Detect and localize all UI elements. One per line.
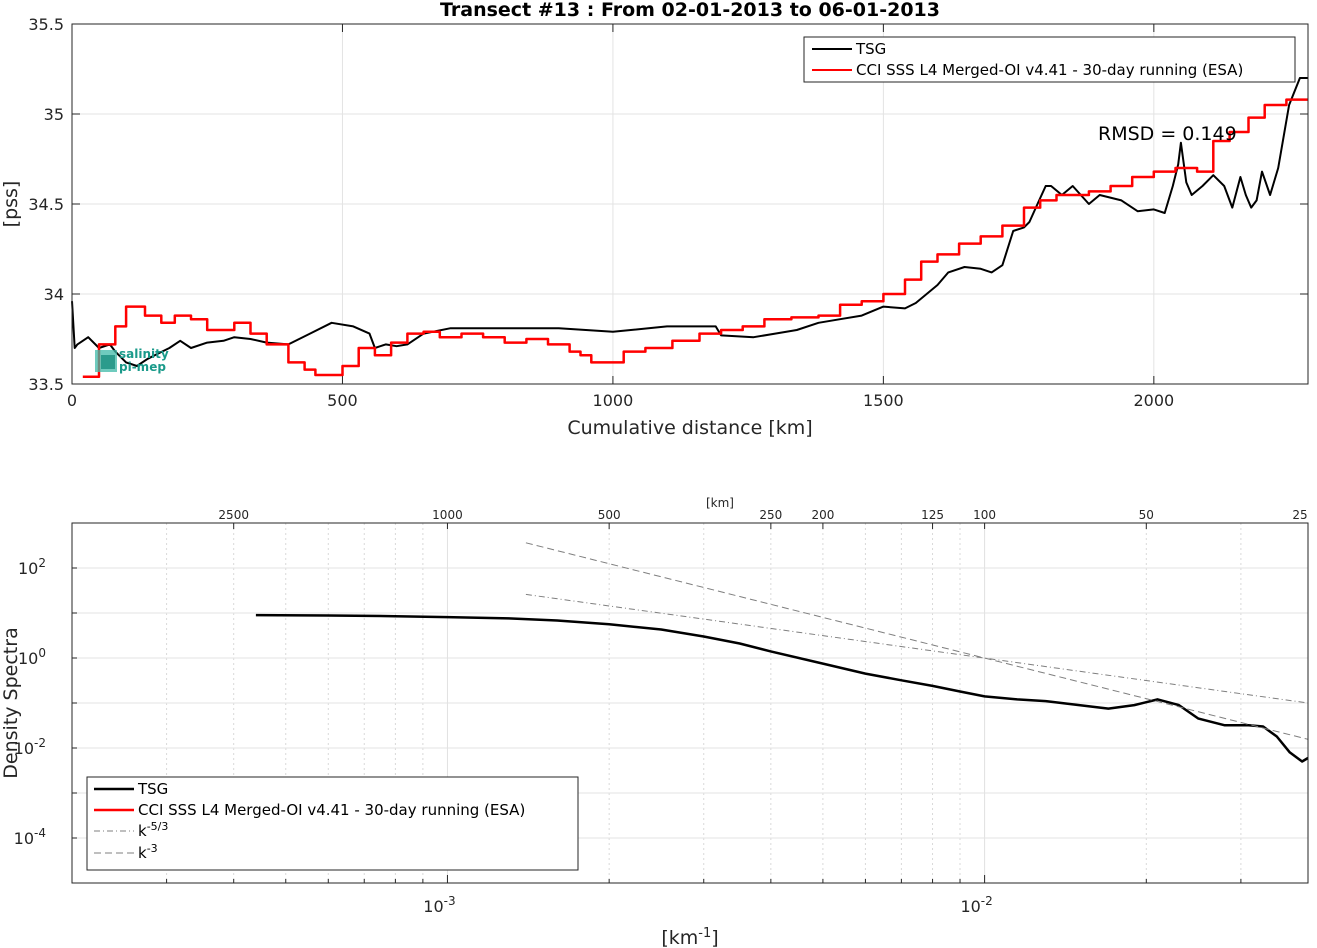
top-y-axis-label: [pss] — [0, 181, 22, 228]
top-x-axis-label: Cumulative distance [km] — [567, 417, 812, 439]
bottom-chart: 10-4 10-2 100 102 10-3 10-2 2500 1000 500 250 200 1… — [0, 496, 1309, 948]
bottom-legend-label-tsg: TSG — [137, 780, 168, 798]
bottom-series-k3-line — [525, 542, 1309, 740]
top-chart: Transect #13 : From 02-01-2013 to 06-01-… — [0, 0, 1309, 439]
bottom-top-x-tick-label: 50 — [1139, 508, 1154, 522]
bottom-x-axis-label: [km-1] — [661, 926, 718, 948]
top-y-tick-label: 35.5 — [28, 15, 64, 34]
bottom-x-tick-label: 10-2 — [960, 894, 992, 916]
top-legend-label-cci: CCI SSS L4 Merged-OI v4.41 - 30-day runn… — [856, 61, 1243, 79]
top-x-tick-label: 2000 — [1133, 391, 1174, 410]
bottom-axes-box — [71, 522, 1309, 884]
bottom-top-x-tick-label: 125 — [921, 508, 944, 522]
top-x-tick-label: 0 — [67, 391, 77, 410]
bottom-series-tsg-line — [255, 613, 1309, 763]
top-grid — [72, 24, 1308, 384]
bottom-y-tick-label: 10-2 — [14, 736, 46, 758]
bottom-top-x-tick-label: 500 — [598, 508, 621, 522]
bottom-top-x-tick-label: 200 — [811, 508, 834, 522]
top-y-tick-label: 33.5 — [28, 375, 64, 394]
bottom-legend-label-k53: k-5/3 — [138, 820, 168, 840]
top-series-cci-line — [82, 98, 1308, 379]
bottom-tick-labels: 10-4 10-2 100 102 10-3 10-2 2500 1000 500 250 200 1… — [14, 508, 1309, 916]
top-y-tick-label: 34 — [44, 285, 64, 304]
top-y-tick-label: 35 — [44, 105, 64, 124]
chart-title: Transect #13 : From 02-01-2013 to 06-01-… — [440, 0, 940, 21]
salinity-pi-mep-logo: salinity pi-mep — [95, 347, 169, 374]
bottom-legend-box — [86, 776, 579, 871]
top-x-tick-label: 1000 — [593, 391, 634, 410]
top-legend-label-tsg: TSG — [855, 40, 886, 58]
top-series-tsg-line — [71, 77, 1308, 367]
top-x-tick-label: 1500 — [863, 391, 904, 410]
bottom-series-layer — [255, 542, 1309, 763]
bottom-y-tick-label: 100 — [18, 646, 46, 668]
top-axes-box — [71, 23, 1309, 385]
bottom-top-x-tick-label: 2500 — [218, 508, 249, 522]
bottom-top-x-tick-label: 100 — [973, 508, 996, 522]
bottom-y-axis-label: Density Spectra — [0, 627, 22, 778]
bottom-legend-label-cci: CCI SSS L4 Merged-OI v4.41 - 30-day runn… — [138, 801, 525, 819]
bottom-y-tick-label: 102 — [18, 556, 46, 578]
bottom-top-x-tick-label: 25 — [1292, 508, 1307, 522]
top-x-axis-unit: [km] — [706, 496, 734, 510]
top-y-tick-label: 34.5 — [28, 195, 64, 214]
top-x-tick-label: 500 — [327, 391, 358, 410]
logo-line2: pi-mep — [119, 360, 166, 374]
logo-line1: salinity — [119, 347, 169, 361]
top-series-layer — [71, 77, 1308, 379]
top-tick-labels: 0 500 1000 1500 2000 33.5 34 34.5 35 35.5 — [28, 15, 1308, 410]
bottom-grid — [72, 523, 1308, 883]
rmsd-annotation: RMSD = 0.149 — [1098, 123, 1237, 145]
bottom-top-x-tick-label: 1000 — [432, 508, 463, 522]
bottom-y-tick-label: 10-4 — [14, 826, 46, 848]
bottom-top-x-tick-label: 250 — [759, 508, 782, 522]
bottom-legend: TSG CCI SSS L4 Merged-OI v4.41 - 30-day … — [86, 776, 579, 871]
bottom-series-k53-line — [525, 593, 1309, 704]
top-legend-box — [803, 36, 1296, 83]
bottom-x-tick-label: 10-3 — [423, 894, 455, 916]
top-legend: TSG CCI SSS L4 Merged-OI v4.41 - 30-day … — [803, 36, 1296, 83]
